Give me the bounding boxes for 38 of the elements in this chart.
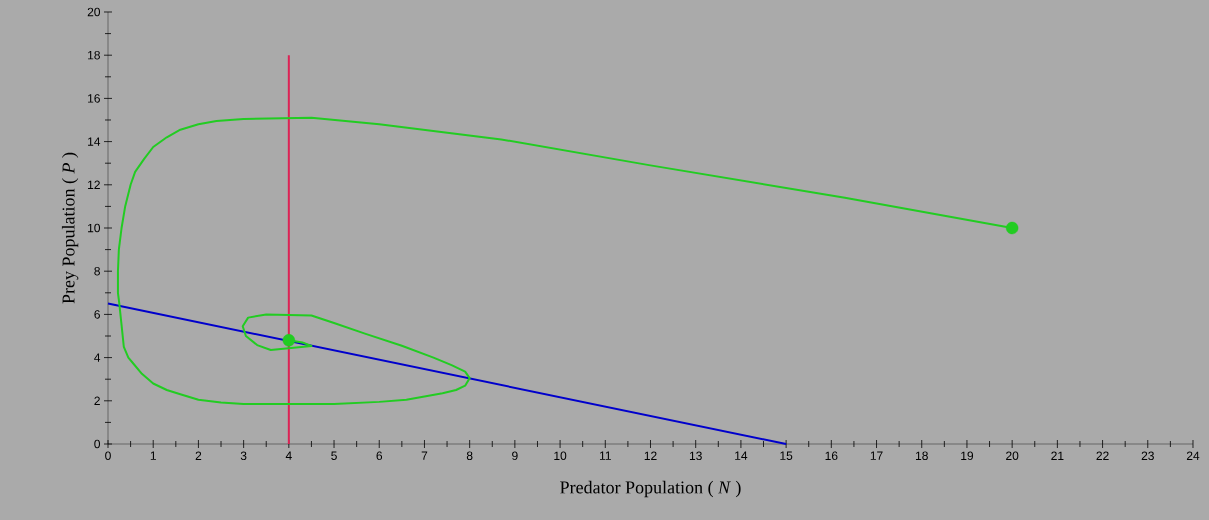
y-axis-title: Prey Population ( P ) xyxy=(61,152,79,304)
y-tick-label: 2 xyxy=(94,396,100,405)
y-tick-label: 18 xyxy=(88,50,100,60)
y-tick-label: 20 xyxy=(87,7,101,17)
y-tick-label: 16 xyxy=(88,94,100,103)
x-axis-title: Predator Population ( N ) xyxy=(560,480,741,498)
x-tick-label: 1 xyxy=(150,451,156,460)
x-tick-label: 12 xyxy=(644,451,657,460)
x-tick-label: 20 xyxy=(1006,451,1019,461)
x-tick-label: 0 xyxy=(105,451,111,461)
x-tick-label: 5 xyxy=(331,451,337,460)
y-tick-label: 6 xyxy=(94,310,100,319)
x-tick-label: 17 xyxy=(870,451,883,460)
x-tick-label: 11 xyxy=(599,451,611,460)
y-tick-label: 12 xyxy=(88,180,100,189)
x-tick-label: 13 xyxy=(689,451,702,461)
x-tick-label: 22 xyxy=(1096,451,1109,460)
x-tick-label: 8 xyxy=(466,451,473,461)
y-tick-label: 14 xyxy=(88,137,101,146)
x-tick-label: 24 xyxy=(1186,451,1200,460)
x-tick-label: 18 xyxy=(915,451,928,461)
x-tick-label: 4 xyxy=(285,451,292,460)
y-tick-label: 0 xyxy=(94,439,101,449)
x-tick-label: 15 xyxy=(780,451,793,460)
x-tick-label: 9 xyxy=(512,451,518,461)
y-tick-label: 4 xyxy=(94,353,101,362)
x-tick-label: 21 xyxy=(1051,451,1064,460)
x-tick-label: 19 xyxy=(961,451,974,461)
y-tick-label: 8 xyxy=(94,266,100,276)
x-tick-label: 7 xyxy=(421,451,428,460)
x-tick-label: 16 xyxy=(825,451,838,461)
x-tick-label: 10 xyxy=(554,451,567,461)
x-tick-label: 3 xyxy=(240,451,247,461)
y-tick-label: 10 xyxy=(88,223,101,233)
x-tick-label: 14 xyxy=(735,451,748,460)
x-tick-label: 23 xyxy=(1141,451,1154,461)
x-tick-label: 2 xyxy=(195,451,202,460)
x-tick-label: 6 xyxy=(376,451,383,461)
